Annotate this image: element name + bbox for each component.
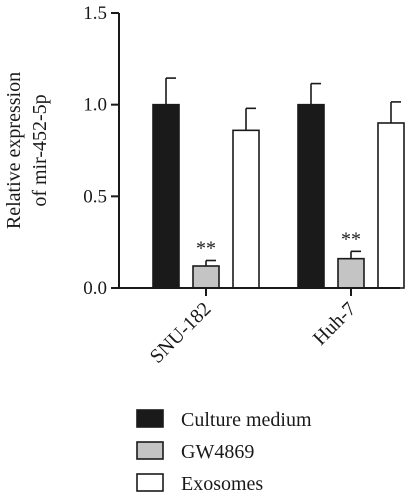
- y-axis: 0.0 0.5 1.0 1.5: [83, 3, 120, 299]
- bar: [297, 103, 325, 289]
- y-tick-label: 0.5: [83, 186, 107, 207]
- legend: Culture medium GW4869 Exosomes: [136, 409, 312, 495]
- bar: [337, 257, 365, 289]
- bar: [152, 103, 180, 289]
- legend-swatch: [136, 441, 164, 460]
- x-tick-label: Huh-7: [309, 298, 361, 350]
- y-tick-label: 0.0: [83, 278, 107, 299]
- y-tick-label: 1.0: [83, 95, 107, 116]
- bar: [192, 265, 220, 289]
- legend-swatch: [136, 409, 164, 428]
- y-axis-title-line: of mir-452-5p: [29, 94, 51, 206]
- x-tick-label: SNU-182: [146, 298, 216, 368]
- y-axis-title: Relative expression of mir-452-5p: [3, 72, 51, 229]
- y-tick-label: 1.5: [83, 3, 107, 24]
- legend-label: Culture medium: [181, 409, 312, 431]
- legend-swatch: [136, 473, 164, 492]
- y-axis-title-line: Relative expression: [3, 72, 25, 229]
- significance-annotation: **: [196, 238, 216, 260]
- legend-label: Exosomes: [181, 473, 263, 495]
- annotations: ** **: [196, 228, 361, 259]
- bar: [232, 129, 260, 289]
- bars: [152, 77, 405, 289]
- significance-annotation: **: [341, 228, 361, 250]
- bar: [377, 122, 405, 289]
- x-axis: SNU-182 Huh-7: [119, 287, 400, 368]
- legend-label: GW4869: [181, 441, 254, 463]
